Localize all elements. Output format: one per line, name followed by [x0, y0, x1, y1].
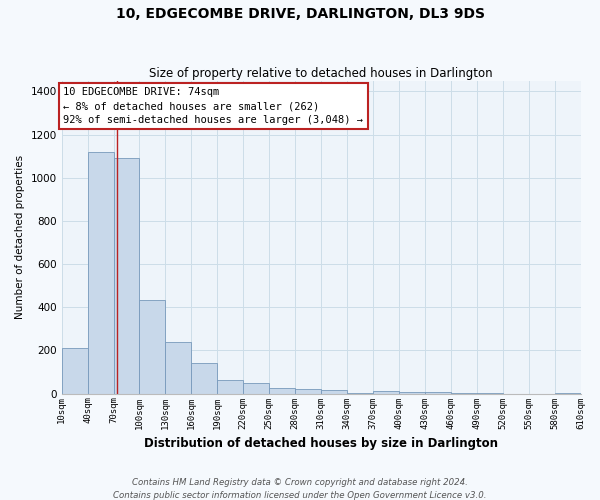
- Bar: [217, 380, 243, 394]
- Text: 10 EDGECOMBE DRIVE: 74sqm
← 8% of detached houses are smaller (262)
92% of semi-: 10 EDGECOMBE DRIVE: 74sqm ← 8% of detach…: [64, 87, 364, 125]
- Y-axis label: Number of detached properties: Number of detached properties: [15, 155, 25, 319]
- Title: Size of property relative to detached houses in Darlington: Size of property relative to detached ho…: [149, 66, 493, 80]
- Bar: [166, 342, 191, 394]
- Bar: [554, 393, 581, 394]
- Bar: [295, 389, 321, 394]
- Bar: [62, 348, 88, 394]
- Bar: [139, 300, 166, 394]
- Bar: [113, 158, 139, 394]
- Bar: [347, 392, 373, 394]
- Bar: [191, 363, 217, 394]
- Bar: [451, 393, 477, 394]
- Bar: [321, 390, 347, 394]
- Bar: [399, 392, 425, 394]
- Text: Contains HM Land Registry data © Crown copyright and database right 2024.
Contai: Contains HM Land Registry data © Crown c…: [113, 478, 487, 500]
- Bar: [425, 392, 451, 394]
- X-axis label: Distribution of detached houses by size in Darlington: Distribution of detached houses by size …: [144, 437, 498, 450]
- Bar: [269, 388, 295, 394]
- Bar: [88, 152, 113, 394]
- Bar: [373, 392, 399, 394]
- Bar: [477, 393, 503, 394]
- Text: 10, EDGECOMBE DRIVE, DARLINGTON, DL3 9DS: 10, EDGECOMBE DRIVE, DARLINGTON, DL3 9DS: [115, 8, 485, 22]
- Bar: [243, 384, 269, 394]
